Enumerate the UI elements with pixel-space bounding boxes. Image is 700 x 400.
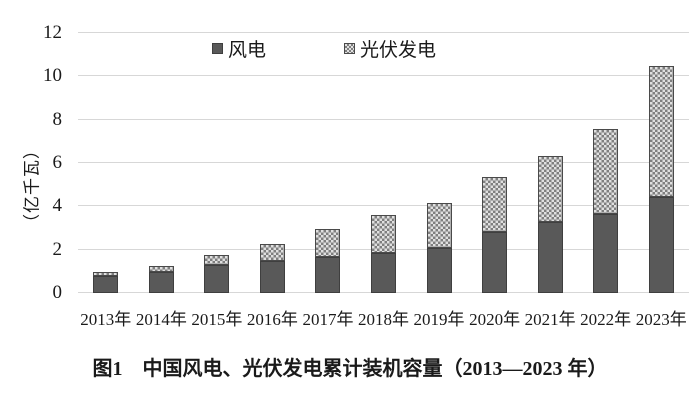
plot-area bbox=[78, 32, 689, 293]
bar-segment-pv bbox=[204, 255, 230, 265]
bar-segment-wind bbox=[148, 272, 174, 293]
y-tick-label: 10 bbox=[43, 65, 62, 87]
x-tick-label: 2015年 bbox=[191, 310, 243, 329]
bar-segment-wind bbox=[648, 197, 674, 293]
bar-segment-pv bbox=[648, 65, 674, 198]
bar-segment-pv bbox=[315, 229, 341, 258]
bar-segment-pv bbox=[482, 177, 508, 232]
x-tick-label: 2022年 bbox=[580, 310, 632, 329]
y-tick-label: 0 bbox=[52, 282, 63, 303]
gridline bbox=[78, 162, 689, 163]
gridline bbox=[78, 205, 689, 207]
x-tick-label: 2013年 bbox=[80, 310, 132, 329]
bar-segment-wind bbox=[593, 213, 619, 293]
bar-segment-pv bbox=[93, 272, 119, 277]
bar-segment-pv bbox=[593, 128, 619, 214]
legend-swatch-pv-icon bbox=[344, 42, 356, 54]
x-tick-label: 2019年 bbox=[413, 310, 465, 329]
gridline bbox=[78, 75, 689, 77]
bar-segment-wind bbox=[315, 257, 341, 293]
bar-segment-wind bbox=[371, 253, 396, 293]
bar-segment-wind bbox=[204, 264, 230, 293]
gridline bbox=[78, 32, 689, 33]
bar-segment-pv bbox=[148, 266, 174, 273]
legend-swatch-wind-icon bbox=[212, 42, 223, 54]
y-tick-label: 6 bbox=[52, 152, 63, 173]
bar-segment-wind bbox=[482, 231, 508, 293]
x-tick-label: 2023年 bbox=[635, 310, 687, 329]
bar-segment-pv bbox=[371, 215, 396, 254]
x-tick-label: 2020年 bbox=[469, 310, 521, 329]
legend-item-pv: 光伏发电 bbox=[344, 35, 436, 62]
bar-segment-pv bbox=[426, 203, 452, 248]
figure-caption: 图1 中国风电、光伏发电累计装机容量（2013—2023 年） bbox=[92, 358, 608, 380]
legend: 风电 光伏发电 bbox=[212, 35, 436, 62]
y-tick-label: 2 bbox=[52, 238, 63, 260]
bar-segment-pv bbox=[259, 244, 285, 261]
legend-item-wind: 风电 bbox=[212, 35, 266, 62]
x-tick-label: 2014年 bbox=[135, 310, 187, 329]
x-tick-label: 2017年 bbox=[302, 310, 354, 329]
x-tick-label: 2021年 bbox=[524, 310, 576, 329]
bar-segment-wind bbox=[93, 276, 119, 293]
legend-label-wind: 风电 bbox=[228, 39, 267, 61]
y-tick-label: 8 bbox=[52, 108, 63, 130]
bar-segment-wind bbox=[259, 260, 285, 293]
bar-segment-pv bbox=[537, 155, 563, 222]
bar-segment-wind bbox=[426, 247, 452, 293]
legend-label-pv: 光伏发电 bbox=[360, 39, 437, 61]
x-tick-label: 2016年 bbox=[246, 310, 298, 329]
y-tick-label: 4 bbox=[52, 195, 63, 217]
gridline bbox=[78, 118, 689, 120]
x-tick-label: 2018年 bbox=[358, 310, 409, 329]
bar-segment-wind bbox=[537, 221, 563, 293]
y-tick-label: 12 bbox=[43, 22, 62, 43]
